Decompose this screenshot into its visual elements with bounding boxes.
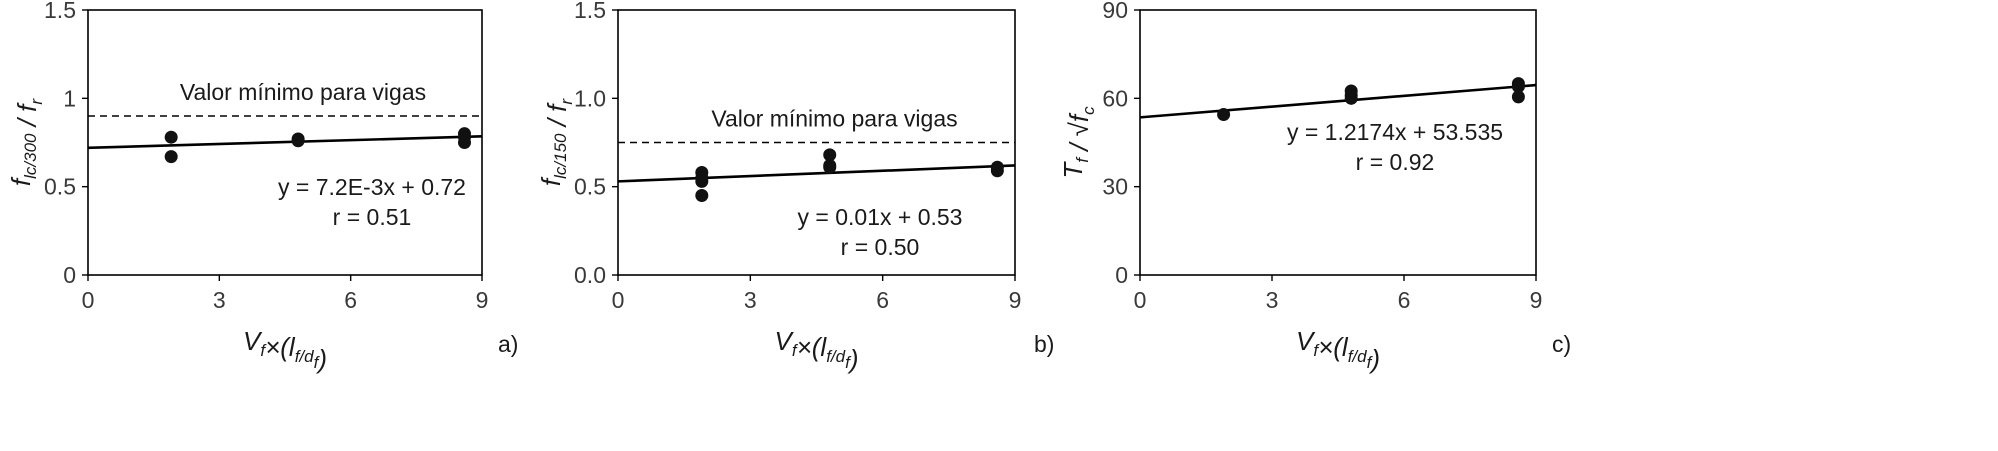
- panel-label: a): [498, 331, 518, 357]
- y-axis-label: Tf / √fc: [1058, 106, 1098, 179]
- trendline: [87, 135, 483, 150]
- data-point: [1511, 80, 1525, 94]
- data-point: [164, 150, 178, 164]
- y-tick-label: 30: [1102, 174, 1128, 200]
- data-point: [823, 148, 837, 162]
- trend-equation: y = 1.2174x + 53.535: [1287, 119, 1503, 145]
- y-tick-label: 60: [1102, 85, 1128, 111]
- x-axis-label: Vf×(lf/df): [1296, 326, 1380, 374]
- y-tick-label: 0.5: [574, 174, 606, 200]
- panel-label: b): [1034, 331, 1054, 357]
- y-tick-label: 0.0: [574, 262, 606, 288]
- data-point: [457, 136, 471, 149]
- chart-panel-3: 0 30 60 90 0 3 6 9 y = 1.2174x + 53.535 r = 0.92 V…: [1058, 0, 1571, 374]
- trendline: [1139, 83, 1537, 119]
- x-tick-label: 6: [1398, 287, 1411, 313]
- y-axis-label: flc/150 / fr: [536, 98, 576, 187]
- x-tick-label: 3: [213, 287, 226, 313]
- data-point: [823, 160, 837, 174]
- trend-r-value: r = 0.50: [841, 234, 920, 260]
- y-tick-label: 0.5: [44, 174, 76, 200]
- x-tick-label: 9: [476, 287, 489, 313]
- data-point: [1344, 91, 1358, 105]
- y-tick-label: 1.5: [574, 0, 606, 23]
- trend-r-value: r = 0.51: [333, 204, 412, 230]
- trend-r-value: r = 0.92: [1356, 149, 1435, 175]
- y-axis-label: flc/300 / fr: [6, 98, 46, 187]
- chart-panel-2: 0.0 0.5 1.0 1.5 0 3 6 9 Valor mínimo para vigas y…: [536, 0, 1054, 374]
- plot-frame: [87, 9, 483, 276]
- y-tick-label: 1: [63, 85, 76, 111]
- y-tick-label: 0: [1115, 262, 1128, 288]
- x-tick-label: 9: [1530, 287, 1543, 313]
- x-tick-label: 0: [612, 287, 625, 313]
- y-tick-label: 1.5: [44, 0, 76, 23]
- plot-frame: [1139, 9, 1537, 276]
- trend-equation: y = 0.01x + 0.53: [798, 204, 963, 230]
- trendline: [617, 164, 1016, 183]
- data-point: [291, 134, 305, 148]
- x-tick-label: 9: [1009, 287, 1022, 313]
- data-point: [164, 130, 178, 144]
- x-axis-label: Vf×(lf/df): [243, 326, 327, 374]
- x-tick-label: 0: [1134, 287, 1147, 313]
- data-point: [1511, 90, 1525, 104]
- reference-line-label: Valor mínimo para vigas: [180, 79, 426, 105]
- data-point: [695, 174, 709, 188]
- data-point: [695, 189, 709, 202]
- data-point: [990, 164, 1004, 178]
- x-tick-label: 0: [82, 287, 95, 313]
- x-tick-label: 6: [344, 287, 357, 313]
- y-tick-label: 0: [63, 262, 76, 288]
- chart-panel-1: 0 0.5 1 1.5 0 3 6 9 Valor mínimo para vigas y = 7…: [6, 0, 518, 374]
- x-axis-label: Vf×(lf/df): [774, 326, 858, 374]
- reference-line-label: Valor mínimo para vigas: [711, 106, 957, 132]
- y-tick-label: 1.0: [574, 85, 606, 111]
- x-tick-label: 6: [876, 287, 889, 313]
- trend-equation: y = 7.2E-3x + 0.72: [278, 174, 466, 200]
- x-tick-label: 3: [744, 287, 757, 313]
- panel-label: c): [1552, 331, 1571, 357]
- data-point: [1217, 108, 1231, 122]
- x-tick-label: 3: [1266, 287, 1279, 313]
- y-tick-label: 90: [1102, 0, 1128, 23]
